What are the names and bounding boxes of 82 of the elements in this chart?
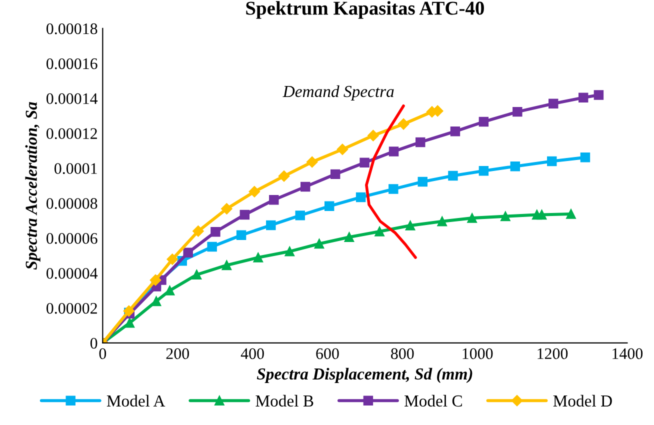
point: [344, 232, 354, 242]
x-tick-label: 0: [99, 348, 106, 360]
point: [418, 176, 428, 187]
point: [266, 220, 276, 230]
point: [416, 137, 426, 148]
point: [151, 296, 162, 306]
point: [374, 226, 384, 236]
point: [253, 252, 264, 262]
point: [150, 274, 162, 286]
x-tick-label: 400: [240, 348, 264, 360]
chart-title: Spektrum Kapasitas ATC-40: [246, 1, 484, 19]
point: [306, 156, 318, 168]
point: [360, 158, 370, 168]
legend-label: Model D: [553, 394, 612, 407]
point: [210, 226, 220, 237]
x-tick-label: 1400: [612, 348, 643, 360]
point: [398, 118, 410, 130]
y-axis-title: Spectra Acceleration, Sa: [25, 102, 40, 270]
point: [478, 166, 489, 176]
point: [578, 92, 588, 103]
y-tick-label: 0.00002: [46, 302, 97, 314]
point: [278, 170, 290, 182]
point: [467, 213, 477, 223]
point: [240, 210, 250, 220]
point: [324, 201, 334, 212]
point: [566, 209, 576, 219]
x-tick-label: 1000: [462, 348, 493, 360]
y-tick-label: 0.00016: [46, 58, 98, 70]
y-tick-label: 0.00012: [46, 128, 97, 140]
legend-label: Model C: [404, 394, 462, 407]
point: [164, 286, 175, 296]
point: [388, 146, 399, 156]
point: [450, 126, 460, 136]
point: [166, 254, 178, 265]
point: [547, 156, 557, 166]
point: [580, 152, 590, 162]
line-series: [365, 104, 417, 259]
point: [300, 182, 310, 192]
x-tick-label: 200: [166, 348, 189, 360]
y-tick-label: 0.00004: [46, 268, 98, 279]
point: [448, 170, 458, 181]
point: [284, 246, 294, 256]
point: [124, 318, 135, 328]
point: [222, 260, 232, 270]
point: [437, 216, 447, 226]
point: [123, 305, 135, 317]
point: [248, 186, 260, 198]
point: [594, 90, 604, 100]
point: [269, 195, 279, 205]
point: [295, 210, 305, 220]
point: [388, 184, 398, 194]
x-tick-label: 800: [391, 348, 414, 360]
point: [510, 161, 520, 172]
point: [512, 106, 522, 117]
point: [192, 226, 204, 237]
point: [183, 248, 193, 258]
point: [478, 116, 489, 127]
y-tick-label: 0.0001: [54, 163, 97, 174]
point: [207, 242, 217, 252]
x-tick-label: 600: [316, 348, 339, 360]
point: [536, 210, 547, 220]
x-tick-label: 1200: [538, 348, 568, 360]
point: [368, 130, 379, 142]
x-axis-title: Spectra Displacement, Sd (mm): [256, 368, 472, 383]
annotation: Demand Spectra: [282, 85, 394, 101]
y-tick-label: 0.00018: [46, 23, 98, 34]
point: [236, 230, 246, 240]
y-tick-label: 0.00014: [46, 93, 98, 104]
point: [330, 169, 340, 180]
y-tick-label: 0: [90, 338, 98, 349]
point: [336, 144, 348, 155]
legend-label: Model A: [106, 394, 166, 407]
y-tick-label: 0.00008: [46, 198, 98, 209]
point: [356, 192, 366, 202]
point: [405, 220, 416, 230]
point: [314, 238, 324, 249]
point: [548, 98, 558, 108]
point: [192, 270, 202, 280]
point: [500, 211, 510, 222]
point: [221, 203, 232, 214]
legend-label: Model B: [256, 394, 314, 407]
y-tick-label: 0.00006: [46, 233, 98, 244]
